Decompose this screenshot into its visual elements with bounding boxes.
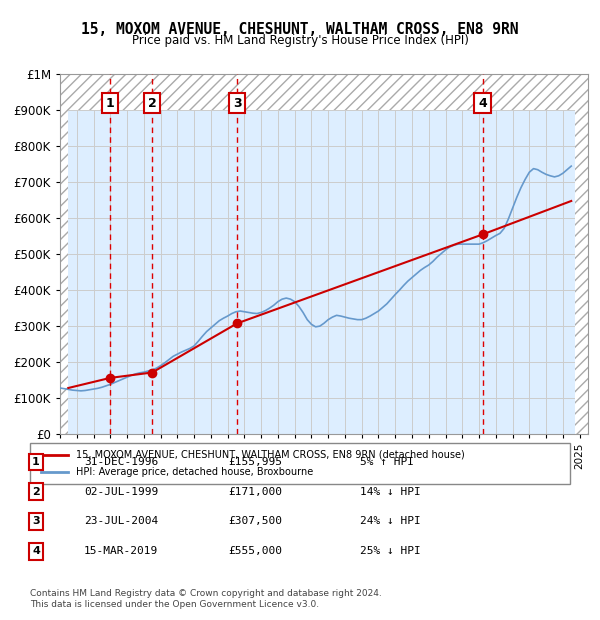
Text: 14% ↓ HPI: 14% ↓ HPI [360, 487, 421, 497]
Text: 2: 2 [148, 97, 157, 110]
Text: 15, MOXOM AVENUE, CHESHUNT, WALTHAM CROSS, EN8 9RN (detached house): 15, MOXOM AVENUE, CHESHUNT, WALTHAM CROS… [76, 450, 464, 459]
Text: HPI: Average price, detached house, Broxbourne: HPI: Average price, detached house, Brox… [76, 467, 313, 477]
Text: 3: 3 [32, 516, 40, 526]
Text: 5% ↑ HPI: 5% ↑ HPI [360, 457, 414, 467]
Text: Contains HM Land Registry data © Crown copyright and database right 2024.
This d: Contains HM Land Registry data © Crown c… [30, 590, 382, 609]
Text: £307,500: £307,500 [228, 516, 282, 526]
Text: 4: 4 [32, 546, 40, 556]
Text: 2: 2 [32, 487, 40, 497]
Text: £171,000: £171,000 [228, 487, 282, 497]
Text: 15, MOXOM AVENUE, CHESHUNT, WALTHAM CROSS, EN8 9RN: 15, MOXOM AVENUE, CHESHUNT, WALTHAM CROS… [81, 22, 519, 37]
Text: Price paid vs. HM Land Registry's House Price Index (HPI): Price paid vs. HM Land Registry's House … [131, 34, 469, 47]
Text: 24% ↓ HPI: 24% ↓ HPI [360, 516, 421, 526]
Bar [60, 110, 68, 434]
Text: 1: 1 [106, 97, 115, 110]
Text: 25% ↓ HPI: 25% ↓ HPI [360, 546, 421, 556]
Bar [60, 74, 588, 110]
Text: 3: 3 [233, 97, 241, 110]
Text: 1: 1 [32, 457, 40, 467]
Text: 23-JUL-2004: 23-JUL-2004 [84, 516, 158, 526]
Text: 31-DEC-1996: 31-DEC-1996 [84, 457, 158, 467]
Text: 15-MAR-2019: 15-MAR-2019 [84, 546, 158, 556]
Text: 4: 4 [478, 97, 487, 110]
FancyBboxPatch shape [30, 443, 570, 484]
Text: 02-JUL-1999: 02-JUL-1999 [84, 487, 158, 497]
Bar [575, 110, 588, 434]
Text: £555,000: £555,000 [228, 546, 282, 556]
Text: £155,995: £155,995 [228, 457, 282, 467]
